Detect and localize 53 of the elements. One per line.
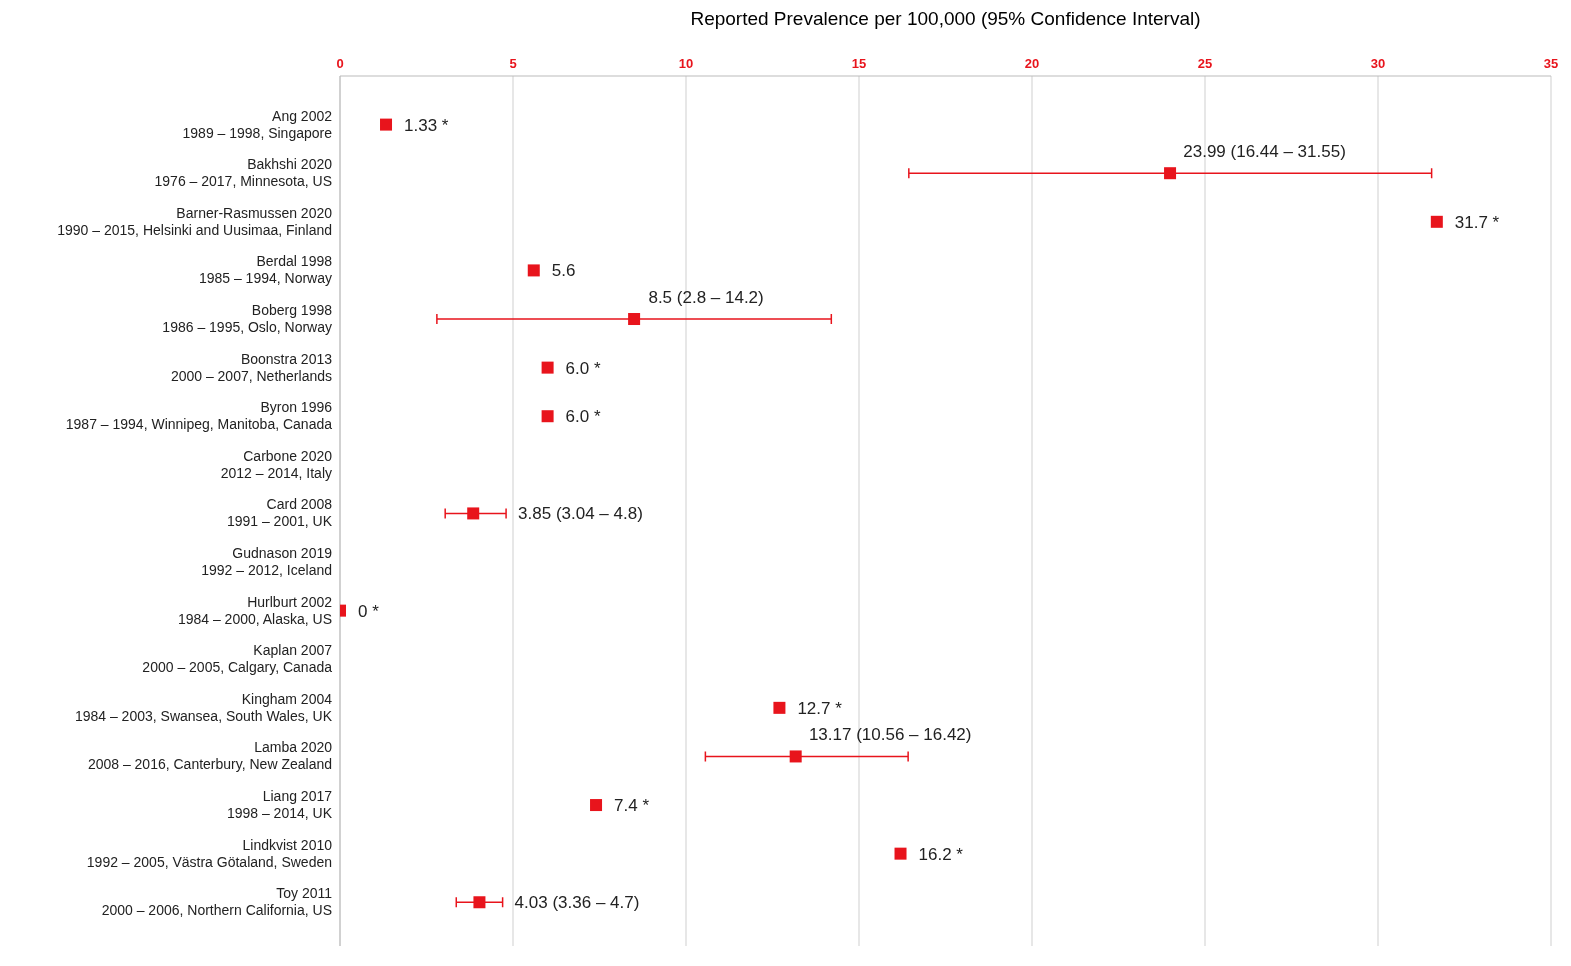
y-tick-label: Liang 2017 1998 – 2014, UK	[226, 788, 333, 822]
y-tick-label: Boberg 1998 1986 – 1995, Oslo, Norway	[162, 302, 333, 336]
point	[628, 313, 641, 326]
data-label: 3.85 (3.04 – 4.8)	[518, 504, 643, 524]
data-label: 31.7 *	[1454, 212, 1500, 232]
y-tick-label: Kingham 2004 1984 – 2003, Swansea, South Wales, UK	[74, 690, 333, 724]
y-tick-label: Barner-Rasmussen 2020 1990 – 2015, Helsinki and Uusimaa, Finland	[57, 204, 333, 238]
data-label: 13.17 (10.56 – 16.42)	[808, 725, 972, 745]
y-tick-label: Toy 2011 2000 – 2006, Northern California, US	[101, 885, 333, 919]
y-tick-label: Kaplan 2007 2000 – 2005, Calgary, Canada	[142, 642, 333, 676]
data-label: 7.4 *	[614, 796, 650, 816]
y-tick-label: Berdal 1998 1985 – 1994, Norway	[198, 253, 333, 287]
y-tick-label: Boonstra 2013 2000 – 2007, Netherlands	[170, 350, 333, 384]
point	[527, 264, 540, 277]
point	[541, 410, 554, 423]
x-tick-label: 35	[1543, 56, 1559, 71]
x-tick-label: 20	[1024, 56, 1040, 71]
point	[380, 118, 393, 131]
data-label: 6.0 *	[565, 358, 601, 378]
y-tick-label: Gudnason 2019 1992 – 2012, Iceland	[201, 545, 333, 579]
point	[1164, 167, 1177, 180]
data-label: 8.5 (2.8 – 14.2)	[648, 288, 764, 308]
x-tick-label: 10	[678, 56, 694, 71]
y-tick-label: Bakhshi 2020 1976 – 2017, Minnesota, US	[154, 156, 333, 190]
data-label: 4.03 (3.36 – 4.7)	[514, 893, 640, 913]
x-tick-label: 15	[851, 56, 867, 71]
point	[773, 701, 786, 714]
y-tick-label: Ang 2002 1989 – 1998, Singapore	[182, 107, 333, 141]
point	[467, 507, 480, 520]
chart-title: Reported Prevalence per 100,000 (95% Confidence Interval)	[689, 8, 1202, 31]
data-label: 16.2 *	[918, 844, 964, 864]
y-tick-label: Byron 1996 1987 – 1994, Winnipeg, Manitoba, Canada	[65, 399, 333, 433]
x-tick-label: 30	[1370, 56, 1386, 71]
x-tick-label: 25	[1197, 56, 1213, 71]
x-tick-label: 5	[509, 56, 517, 71]
data-label: 0 *	[358, 601, 380, 621]
y-tick-label: Lamba 2020 2008 – 2016, Canterbury, New Zealand	[87, 739, 333, 773]
point	[789, 750, 802, 763]
point	[590, 799, 603, 812]
y-tick-label: Lindkvist 2010 1992 – 2005, Västra Götaland, Sweden	[86, 836, 333, 870]
data-label: 1.33 *	[404, 115, 449, 135]
y-tick-label: Carbone 2020 2012 – 2014, Italy	[220, 447, 333, 481]
y-tick-label: Hurlburt 2002 1984 – 2000, Alaska, US	[177, 593, 333, 627]
point	[894, 847, 907, 860]
data-label: 6.0 *	[565, 407, 601, 427]
data-label: 5.6	[551, 261, 576, 281]
data-label: 12.7 *	[797, 698, 843, 718]
point	[1430, 215, 1443, 228]
x-tick-label: 0	[336, 56, 344, 71]
data-label: 23.99 (16.44 – 31.55)	[1183, 142, 1346, 162]
point	[473, 896, 486, 909]
point	[541, 361, 554, 374]
y-tick-label: Card 2008 1991 – 2001, UK	[226, 496, 333, 530]
